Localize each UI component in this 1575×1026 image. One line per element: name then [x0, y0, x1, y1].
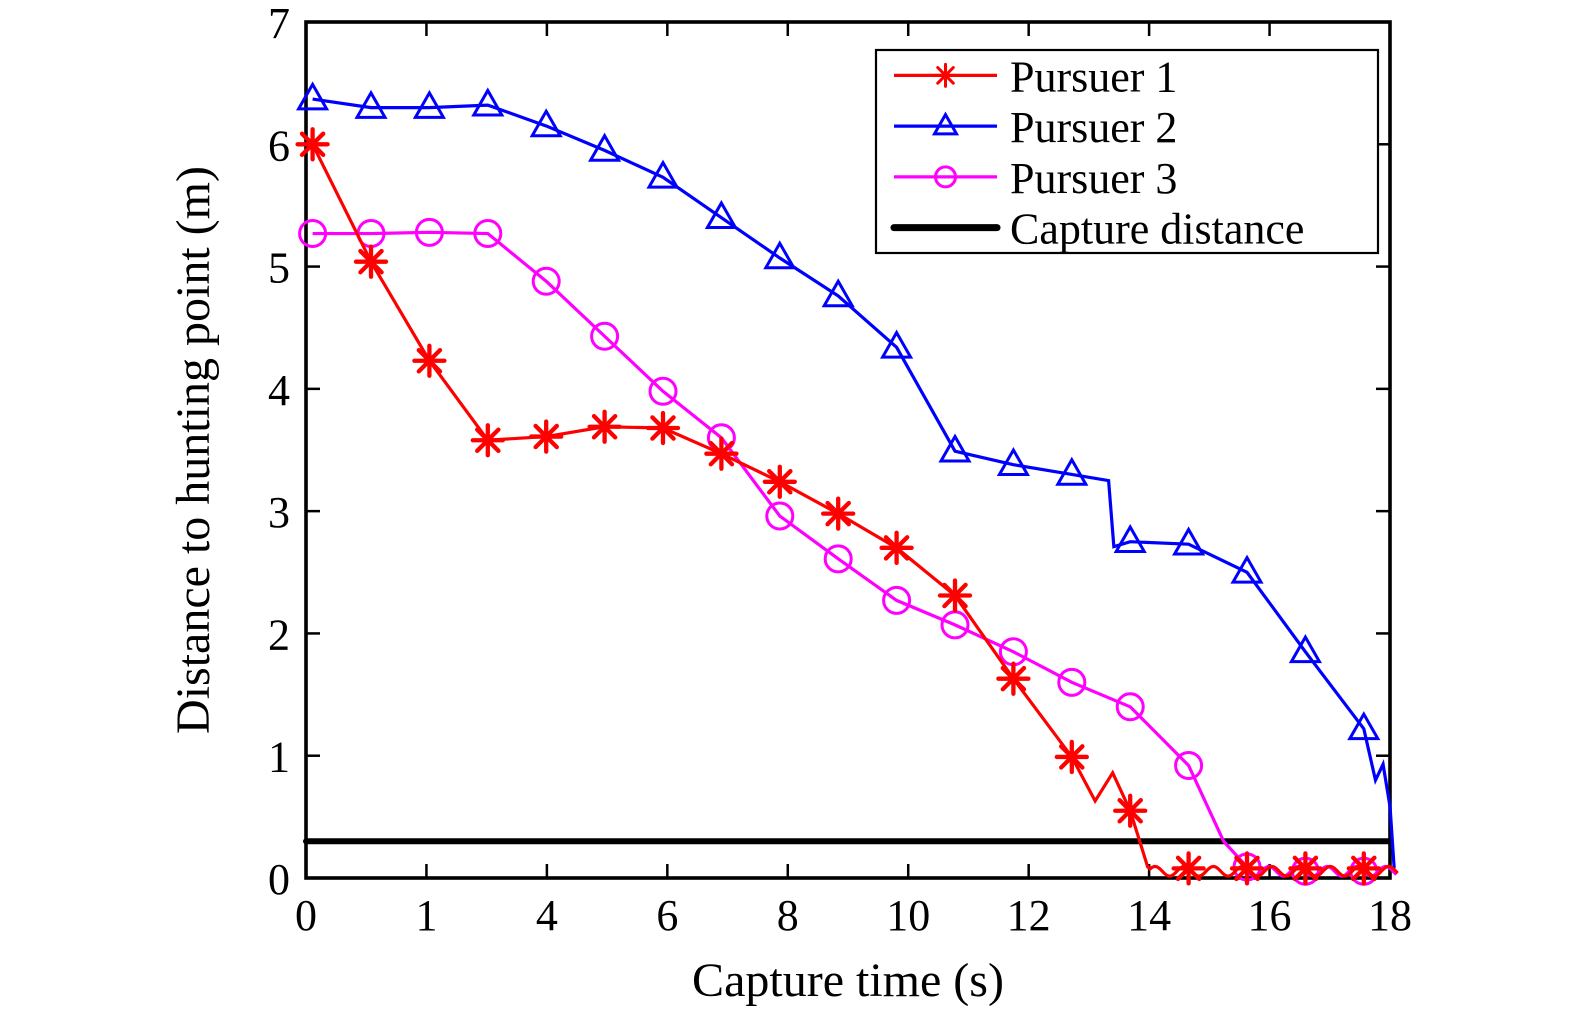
svg-text:7: 7 [268, 0, 290, 48]
svg-text:3: 3 [268, 488, 290, 537]
svg-text:14: 14 [1127, 891, 1171, 940]
svg-text:Pursuer 3: Pursuer 3 [1010, 154, 1177, 203]
svg-text:Distance to hunting point (m): Distance to hunting point (m) [167, 166, 220, 734]
svg-text:Pursuer 2: Pursuer 2 [1010, 103, 1177, 152]
svg-text:0: 0 [295, 891, 317, 940]
svg-text:Pursuer 1: Pursuer 1 [1010, 52, 1177, 101]
svg-text:0: 0 [268, 855, 290, 904]
svg-text:2: 2 [268, 610, 290, 659]
svg-text:Capture time (s): Capture time (s) [692, 954, 1004, 1007]
svg-text:4: 4 [536, 891, 558, 940]
svg-text:10: 10 [886, 891, 930, 940]
svg-text:1: 1 [415, 891, 437, 940]
svg-text:12: 12 [1007, 891, 1051, 940]
svg-text:4: 4 [268, 366, 290, 415]
svg-text:1: 1 [268, 733, 290, 782]
svg-text:6: 6 [656, 891, 678, 940]
svg-text:5: 5 [268, 244, 290, 293]
svg-text:Capture distance: Capture distance [1010, 205, 1304, 254]
svg-text:6: 6 [268, 121, 290, 170]
svg-text:8: 8 [777, 891, 799, 940]
svg-text:18: 18 [1368, 891, 1412, 940]
svg-text:16: 16 [1248, 891, 1292, 940]
